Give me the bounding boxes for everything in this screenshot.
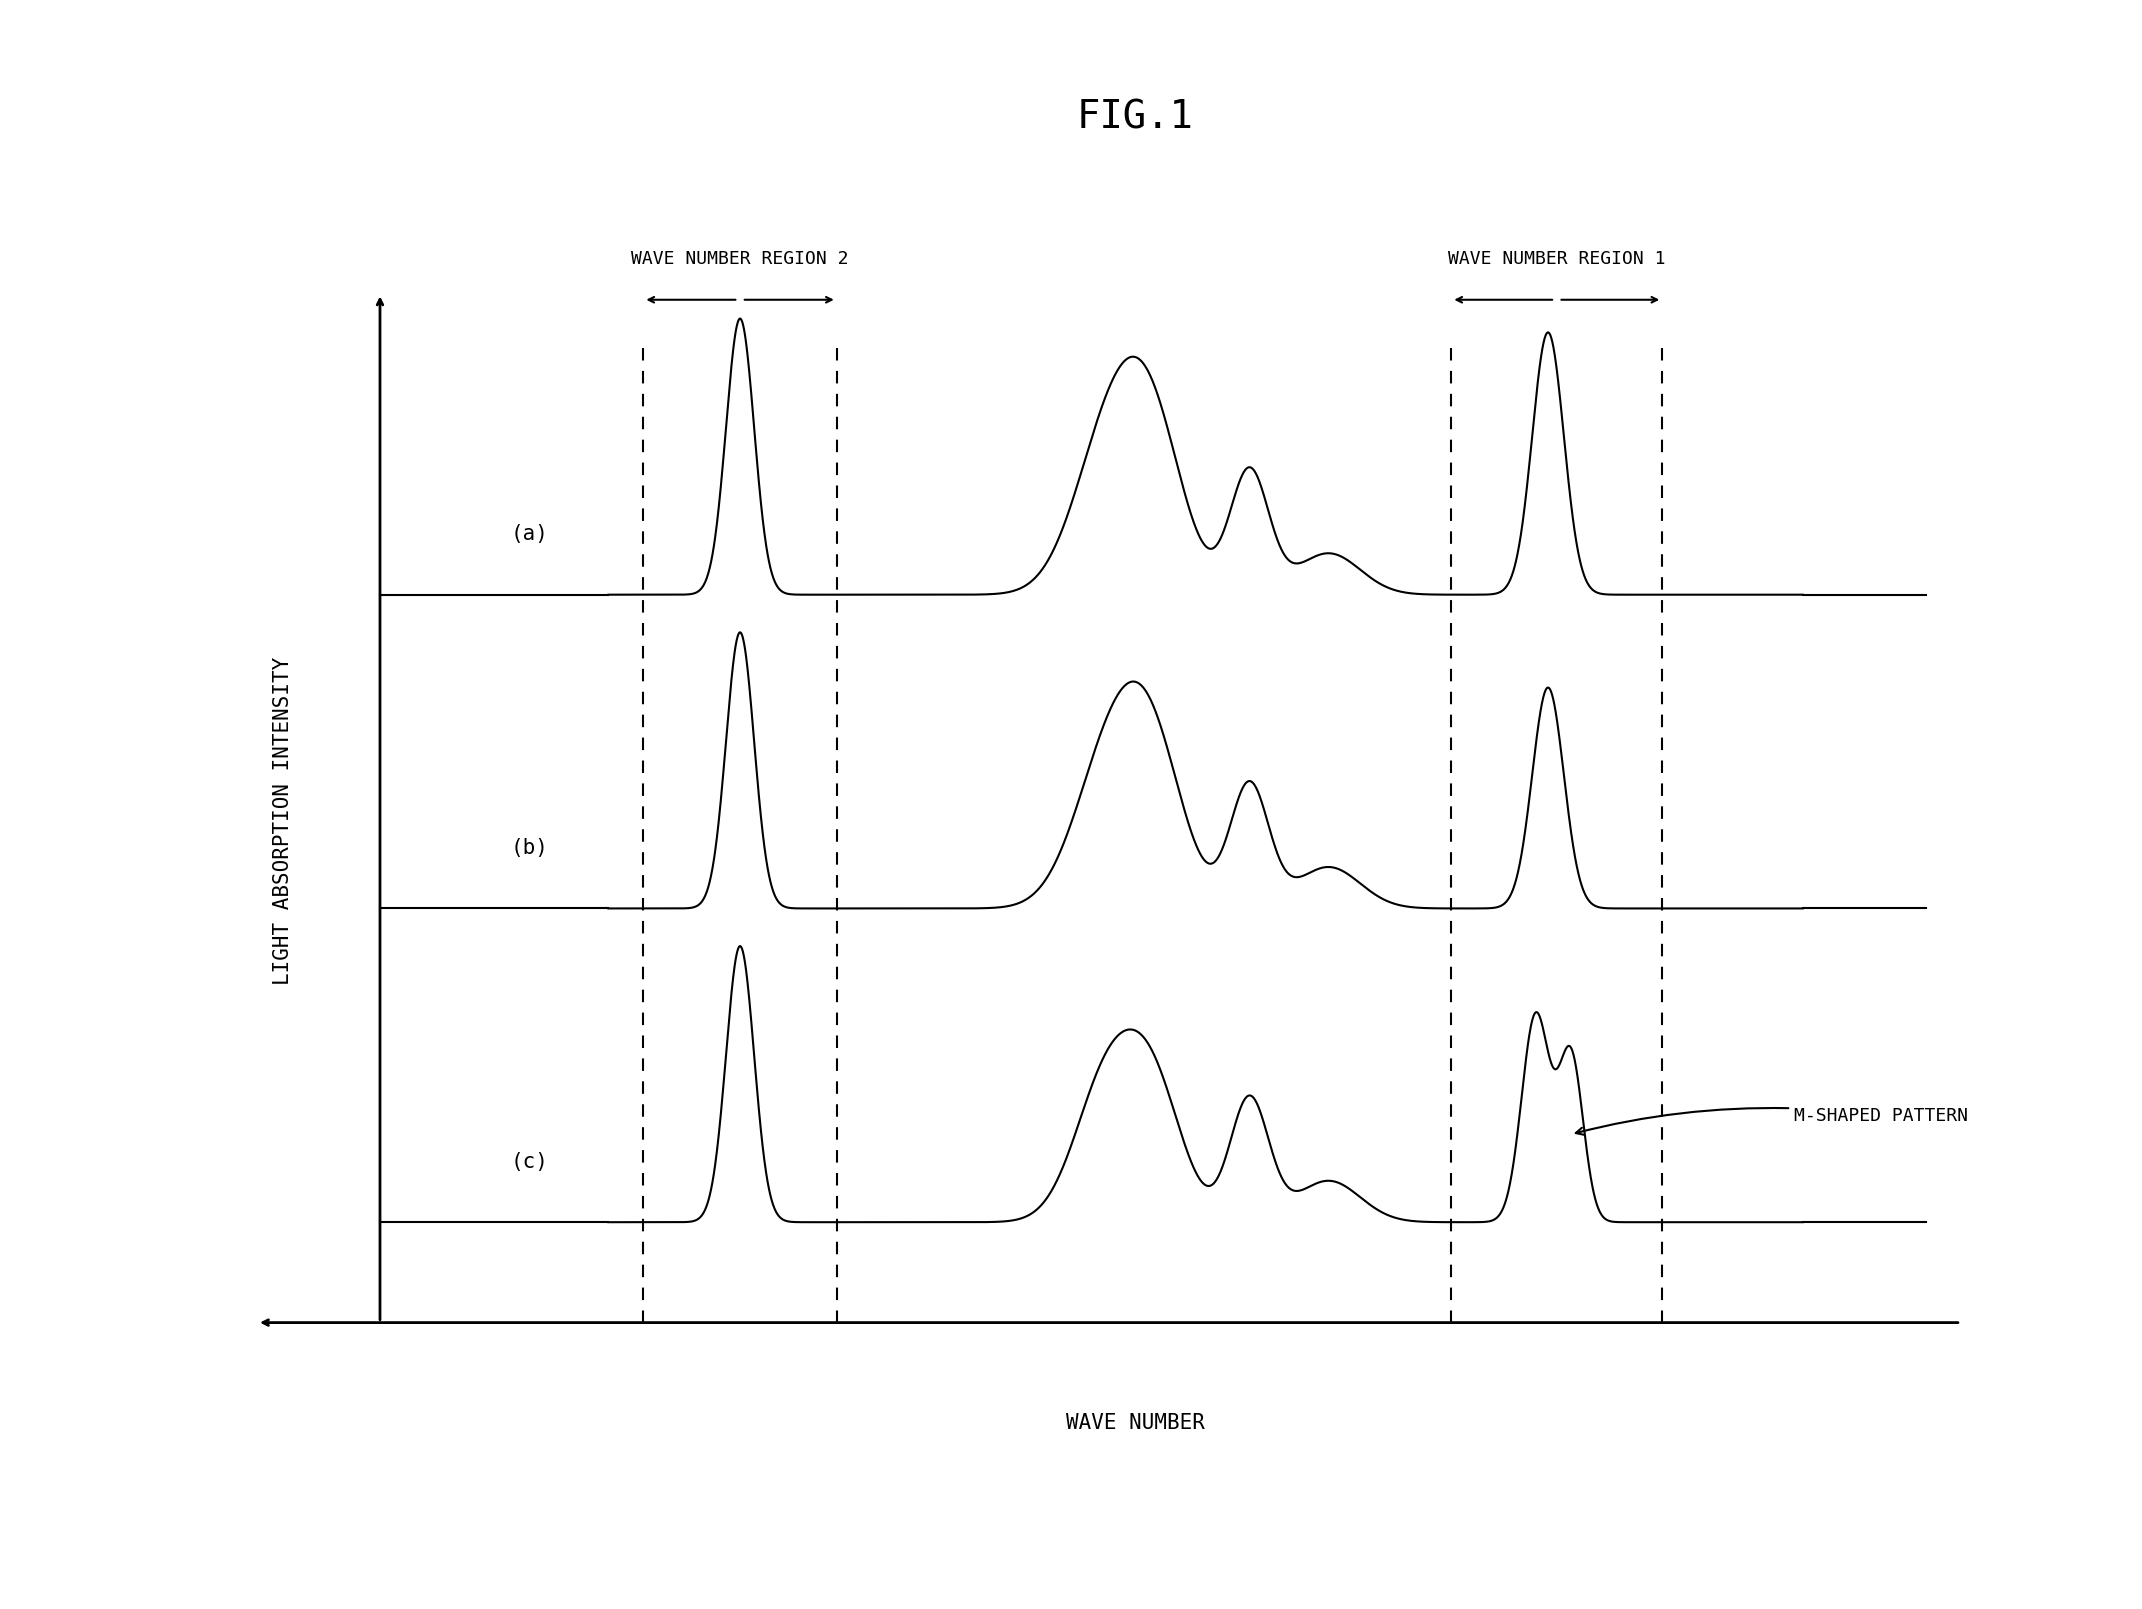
Text: WAVE NUMBER REGION 1: WAVE NUMBER REGION 1	[1448, 251, 1666, 269]
Text: WAVE NUMBER: WAVE NUMBER	[1067, 1413, 1204, 1434]
Text: M-SHAPED PATTERN: M-SHAPED PATTERN	[1577, 1107, 1968, 1134]
Text: LIGHT ABSORPTION INTENSITY: LIGHT ABSORPTION INTENSITY	[274, 656, 293, 985]
Text: (b): (b)	[510, 838, 548, 858]
Text: (a): (a)	[510, 525, 548, 544]
Text: FIG.1: FIG.1	[1077, 98, 1193, 137]
Text: (c): (c)	[510, 1152, 548, 1171]
Text: WAVE NUMBER REGION 2: WAVE NUMBER REGION 2	[632, 251, 848, 269]
